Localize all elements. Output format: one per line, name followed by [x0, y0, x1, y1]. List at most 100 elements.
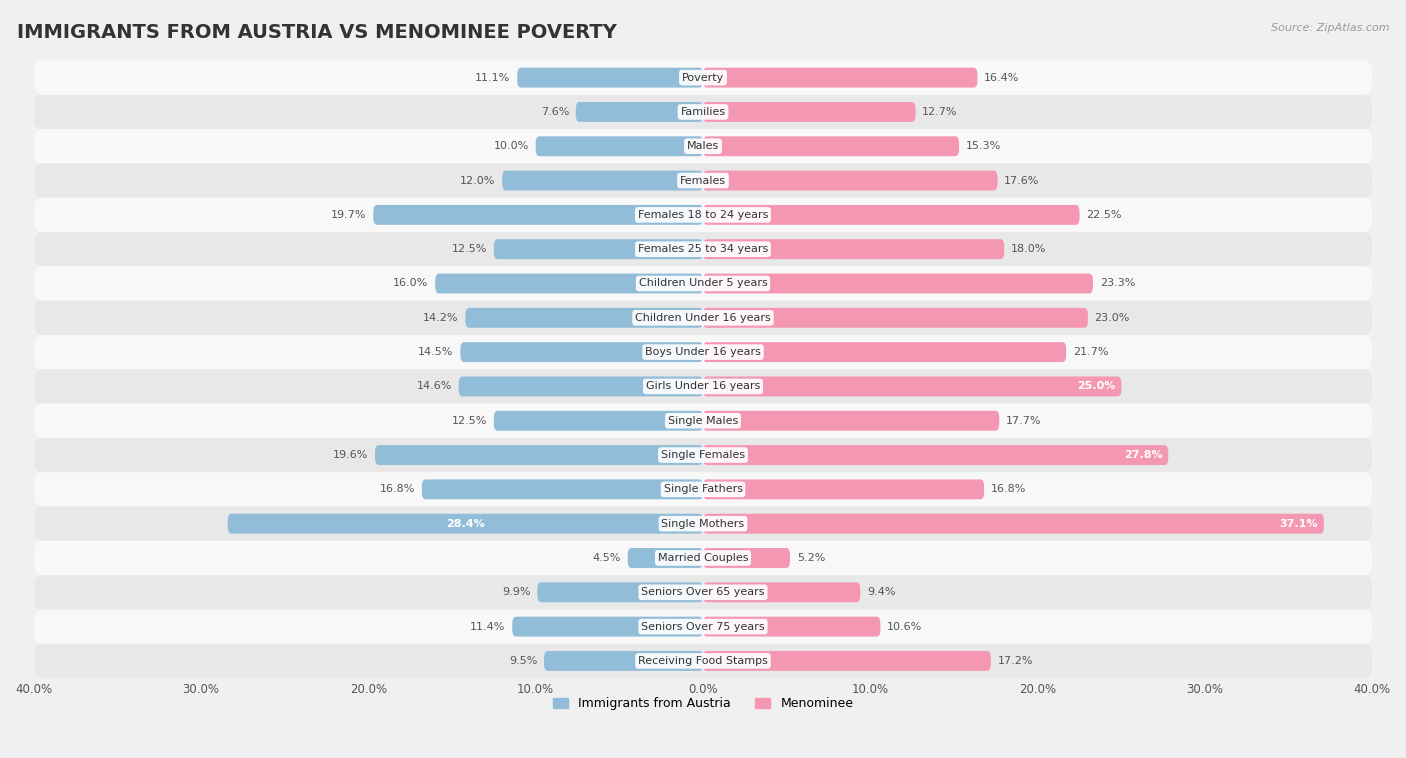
FancyBboxPatch shape — [34, 198, 1372, 232]
FancyBboxPatch shape — [536, 136, 703, 156]
FancyBboxPatch shape — [502, 171, 703, 190]
Text: Poverty: Poverty — [682, 73, 724, 83]
FancyBboxPatch shape — [34, 129, 1372, 164]
FancyBboxPatch shape — [703, 582, 860, 603]
Text: Females 25 to 34 years: Females 25 to 34 years — [638, 244, 768, 254]
Text: Children Under 5 years: Children Under 5 years — [638, 278, 768, 289]
Text: 10.6%: 10.6% — [887, 622, 922, 631]
FancyBboxPatch shape — [34, 540, 1372, 575]
Text: 17.2%: 17.2% — [997, 656, 1033, 666]
FancyBboxPatch shape — [34, 335, 1372, 369]
FancyBboxPatch shape — [703, 411, 1000, 431]
Text: Females 18 to 24 years: Females 18 to 24 years — [638, 210, 768, 220]
Legend: Immigrants from Austria, Menominee: Immigrants from Austria, Menominee — [547, 692, 859, 715]
Text: 19.6%: 19.6% — [333, 450, 368, 460]
FancyBboxPatch shape — [703, 479, 984, 500]
FancyBboxPatch shape — [34, 301, 1372, 335]
Text: 7.6%: 7.6% — [541, 107, 569, 117]
Text: 14.6%: 14.6% — [416, 381, 451, 391]
Text: 9.9%: 9.9% — [502, 587, 530, 597]
FancyBboxPatch shape — [34, 232, 1372, 266]
FancyBboxPatch shape — [436, 274, 703, 293]
FancyBboxPatch shape — [34, 438, 1372, 472]
FancyBboxPatch shape — [703, 617, 880, 637]
Text: 12.7%: 12.7% — [922, 107, 957, 117]
FancyBboxPatch shape — [458, 377, 703, 396]
Text: 14.2%: 14.2% — [423, 313, 458, 323]
Text: 27.8%: 27.8% — [1123, 450, 1163, 460]
FancyBboxPatch shape — [34, 61, 1372, 95]
Text: 4.5%: 4.5% — [592, 553, 621, 563]
Text: 19.7%: 19.7% — [330, 210, 367, 220]
FancyBboxPatch shape — [34, 575, 1372, 609]
FancyBboxPatch shape — [703, 171, 997, 190]
FancyBboxPatch shape — [517, 67, 703, 88]
Text: 11.1%: 11.1% — [475, 73, 510, 83]
Text: 21.7%: 21.7% — [1073, 347, 1108, 357]
FancyBboxPatch shape — [703, 651, 991, 671]
Text: 5.2%: 5.2% — [797, 553, 825, 563]
FancyBboxPatch shape — [576, 102, 703, 122]
Text: 16.4%: 16.4% — [984, 73, 1019, 83]
Text: Seniors Over 75 years: Seniors Over 75 years — [641, 622, 765, 631]
Text: 15.3%: 15.3% — [966, 141, 1001, 152]
FancyBboxPatch shape — [703, 274, 1092, 293]
Text: 23.3%: 23.3% — [1099, 278, 1135, 289]
Text: Boys Under 16 years: Boys Under 16 years — [645, 347, 761, 357]
Text: 16.8%: 16.8% — [991, 484, 1026, 494]
FancyBboxPatch shape — [375, 445, 703, 465]
Text: 23.0%: 23.0% — [1095, 313, 1130, 323]
FancyBboxPatch shape — [34, 266, 1372, 301]
Text: Married Couples: Married Couples — [658, 553, 748, 563]
FancyBboxPatch shape — [34, 403, 1372, 438]
Text: Source: ZipAtlas.com: Source: ZipAtlas.com — [1271, 23, 1389, 33]
FancyBboxPatch shape — [34, 164, 1372, 198]
FancyBboxPatch shape — [460, 342, 703, 362]
Text: 16.8%: 16.8% — [380, 484, 415, 494]
FancyBboxPatch shape — [544, 651, 703, 671]
Text: Families: Families — [681, 107, 725, 117]
FancyBboxPatch shape — [703, 342, 1066, 362]
Text: 37.1%: 37.1% — [1279, 518, 1317, 528]
Text: 12.5%: 12.5% — [451, 244, 486, 254]
Text: 9.5%: 9.5% — [509, 656, 537, 666]
Text: 11.4%: 11.4% — [470, 622, 506, 631]
Text: Females: Females — [681, 176, 725, 186]
Text: Single Mothers: Single Mothers — [661, 518, 745, 528]
Text: Seniors Over 65 years: Seniors Over 65 years — [641, 587, 765, 597]
FancyBboxPatch shape — [703, 136, 959, 156]
Text: 16.0%: 16.0% — [394, 278, 429, 289]
Text: Girls Under 16 years: Girls Under 16 years — [645, 381, 761, 391]
Text: 12.0%: 12.0% — [460, 176, 495, 186]
Text: 10.0%: 10.0% — [494, 141, 529, 152]
Text: 18.0%: 18.0% — [1011, 244, 1046, 254]
FancyBboxPatch shape — [34, 506, 1372, 540]
Text: IMMIGRANTS FROM AUSTRIA VS MENOMINEE POVERTY: IMMIGRANTS FROM AUSTRIA VS MENOMINEE POV… — [17, 23, 617, 42]
FancyBboxPatch shape — [34, 472, 1372, 506]
FancyBboxPatch shape — [512, 617, 703, 637]
FancyBboxPatch shape — [703, 240, 1004, 259]
Text: 22.5%: 22.5% — [1087, 210, 1122, 220]
FancyBboxPatch shape — [703, 102, 915, 122]
Text: Single Females: Single Females — [661, 450, 745, 460]
FancyBboxPatch shape — [494, 240, 703, 259]
Text: Males: Males — [688, 141, 718, 152]
FancyBboxPatch shape — [627, 548, 703, 568]
FancyBboxPatch shape — [34, 95, 1372, 129]
FancyBboxPatch shape — [703, 67, 977, 88]
FancyBboxPatch shape — [422, 479, 703, 500]
Text: 14.5%: 14.5% — [418, 347, 454, 357]
FancyBboxPatch shape — [34, 369, 1372, 403]
FancyBboxPatch shape — [703, 377, 1122, 396]
FancyBboxPatch shape — [228, 514, 703, 534]
Text: Single Fathers: Single Fathers — [664, 484, 742, 494]
Text: 9.4%: 9.4% — [868, 587, 896, 597]
FancyBboxPatch shape — [703, 548, 790, 568]
FancyBboxPatch shape — [34, 609, 1372, 644]
Text: Children Under 16 years: Children Under 16 years — [636, 313, 770, 323]
FancyBboxPatch shape — [703, 514, 1324, 534]
FancyBboxPatch shape — [703, 205, 1080, 225]
Text: 28.4%: 28.4% — [446, 518, 485, 528]
Text: 17.7%: 17.7% — [1005, 415, 1042, 426]
FancyBboxPatch shape — [703, 308, 1088, 327]
